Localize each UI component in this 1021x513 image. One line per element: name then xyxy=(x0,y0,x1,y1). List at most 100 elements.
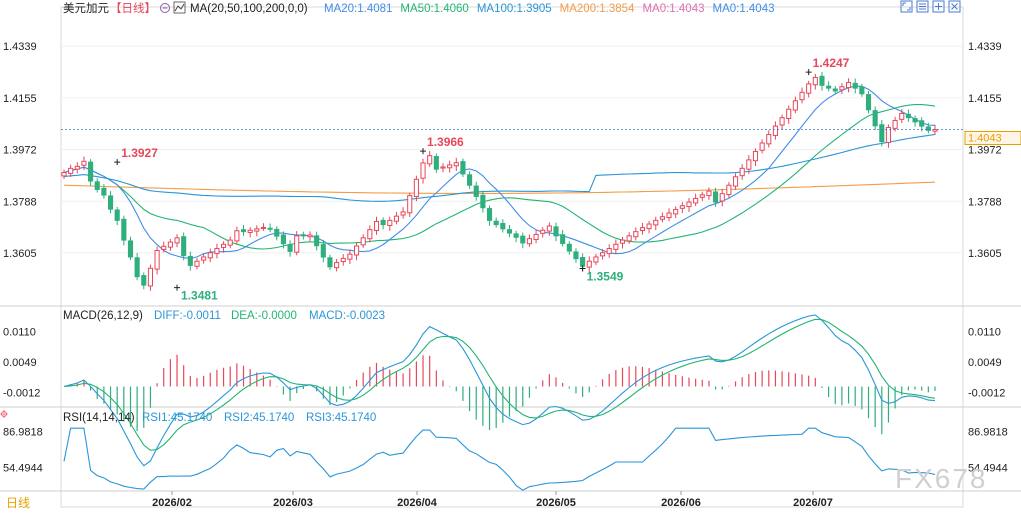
rsi-title[interactable]: RSI(14,14,14) xyxy=(63,412,135,424)
candle[interactable] xyxy=(280,231,286,249)
candle[interactable] xyxy=(467,171,473,189)
candle[interactable] xyxy=(114,206,120,226)
candle[interactable] xyxy=(779,114,785,130)
candle[interactable] xyxy=(872,106,878,131)
candle[interactable] xyxy=(480,190,486,213)
candle[interactable] xyxy=(586,256,592,273)
candle[interactable] xyxy=(533,229,539,244)
crosshair-icon[interactable] xyxy=(0,410,8,418)
candle[interactable] xyxy=(447,160,453,173)
candle[interactable] xyxy=(766,130,772,148)
candle[interactable] xyxy=(373,216,380,235)
candle[interactable] xyxy=(314,231,320,251)
candle[interactable] xyxy=(121,215,127,246)
candle[interactable] xyxy=(207,248,213,263)
candle[interactable] xyxy=(919,117,925,132)
candle[interactable] xyxy=(194,258,200,270)
candle[interactable] xyxy=(772,121,778,140)
candle[interactable] xyxy=(746,155,752,174)
candle[interactable] xyxy=(520,232,526,249)
candle[interactable] xyxy=(673,206,679,219)
candle[interactable] xyxy=(493,217,499,228)
candle[interactable] xyxy=(726,182,732,198)
candle[interactable] xyxy=(127,236,134,261)
candle[interactable] xyxy=(606,244,612,258)
candle[interactable] xyxy=(134,253,140,281)
candle[interactable] xyxy=(706,187,712,200)
candle[interactable] xyxy=(846,78,852,93)
candle[interactable] xyxy=(68,164,74,178)
candle[interactable] xyxy=(699,191,705,201)
candle[interactable] xyxy=(154,246,160,275)
candle[interactable] xyxy=(420,158,426,184)
candle[interactable] xyxy=(619,236,626,249)
candle[interactable] xyxy=(294,231,300,256)
candle[interactable] xyxy=(360,234,366,248)
expand-icon[interactable] xyxy=(900,0,913,13)
candle[interactable] xyxy=(693,193,699,207)
candle[interactable] xyxy=(739,164,745,180)
candle[interactable] xyxy=(440,163,446,173)
candle[interactable] xyxy=(247,227,253,238)
macd-title[interactable]: MACD(26,12,9) xyxy=(63,310,143,322)
candle[interactable] xyxy=(659,212,665,223)
candle[interactable] xyxy=(666,208,672,222)
add-panel-icon[interactable] xyxy=(932,0,945,13)
candle[interactable] xyxy=(214,243,220,259)
candle[interactable] xyxy=(260,223,267,231)
candle[interactable] xyxy=(347,249,353,265)
candle[interactable] xyxy=(107,191,114,214)
candle[interactable] xyxy=(925,122,931,134)
ma-toggle-icon[interactable] xyxy=(160,3,170,13)
candle[interactable] xyxy=(393,211,400,225)
candle[interactable] xyxy=(826,81,832,92)
candle[interactable] xyxy=(526,234,532,247)
candle[interactable] xyxy=(287,240,293,257)
candle[interactable] xyxy=(174,234,180,248)
candle[interactable] xyxy=(234,226,240,245)
period-label[interactable]: 【日线】 xyxy=(110,1,156,15)
candle[interactable] xyxy=(367,225,373,243)
candle[interactable] xyxy=(453,157,459,172)
candle[interactable] xyxy=(832,85,838,95)
close-icon[interactable] xyxy=(948,0,961,13)
candle[interactable] xyxy=(865,90,872,114)
candle[interactable] xyxy=(334,258,340,272)
candle[interactable] xyxy=(187,251,193,271)
candle[interactable] xyxy=(460,158,466,178)
macd-panel[interactable]: 0.0110 0.0110 0.0049 0.0049 -0.0012 -0.0012 xyxy=(3,314,1005,467)
candle[interactable] xyxy=(147,264,153,291)
candle[interactable] xyxy=(892,116,898,132)
candle[interactable] xyxy=(380,217,386,230)
candle[interactable] xyxy=(413,175,419,202)
candle[interactable] xyxy=(839,83,845,95)
settings-icon[interactable] xyxy=(916,0,929,13)
candle[interactable] xyxy=(633,227,639,241)
candle[interactable] xyxy=(599,249,606,260)
candle[interactable] xyxy=(161,241,167,253)
candle[interactable] xyxy=(506,224,513,238)
candle[interactable] xyxy=(167,238,173,251)
candle[interactable] xyxy=(626,232,632,245)
candle[interactable] xyxy=(719,188,725,207)
candle[interactable] xyxy=(812,73,818,90)
candle[interactable] xyxy=(387,216,393,231)
candle[interactable] xyxy=(274,226,280,241)
symbol-label[interactable]: 美元加元 xyxy=(63,1,109,15)
candle[interactable] xyxy=(254,225,260,237)
candle[interactable] xyxy=(61,169,67,180)
candle[interactable] xyxy=(353,242,360,261)
candle[interactable] xyxy=(201,253,207,264)
candle[interactable] xyxy=(540,227,546,238)
candle[interactable] xyxy=(94,178,100,193)
candle[interactable] xyxy=(905,109,911,122)
candle[interactable] xyxy=(560,229,566,247)
candle[interactable] xyxy=(427,150,433,167)
candle[interactable] xyxy=(573,248,579,263)
candle[interactable] xyxy=(88,159,94,187)
candle[interactable] xyxy=(593,253,599,266)
candle[interactable] xyxy=(407,192,413,218)
candle[interactable] xyxy=(221,241,227,253)
candle[interactable] xyxy=(653,216,659,231)
